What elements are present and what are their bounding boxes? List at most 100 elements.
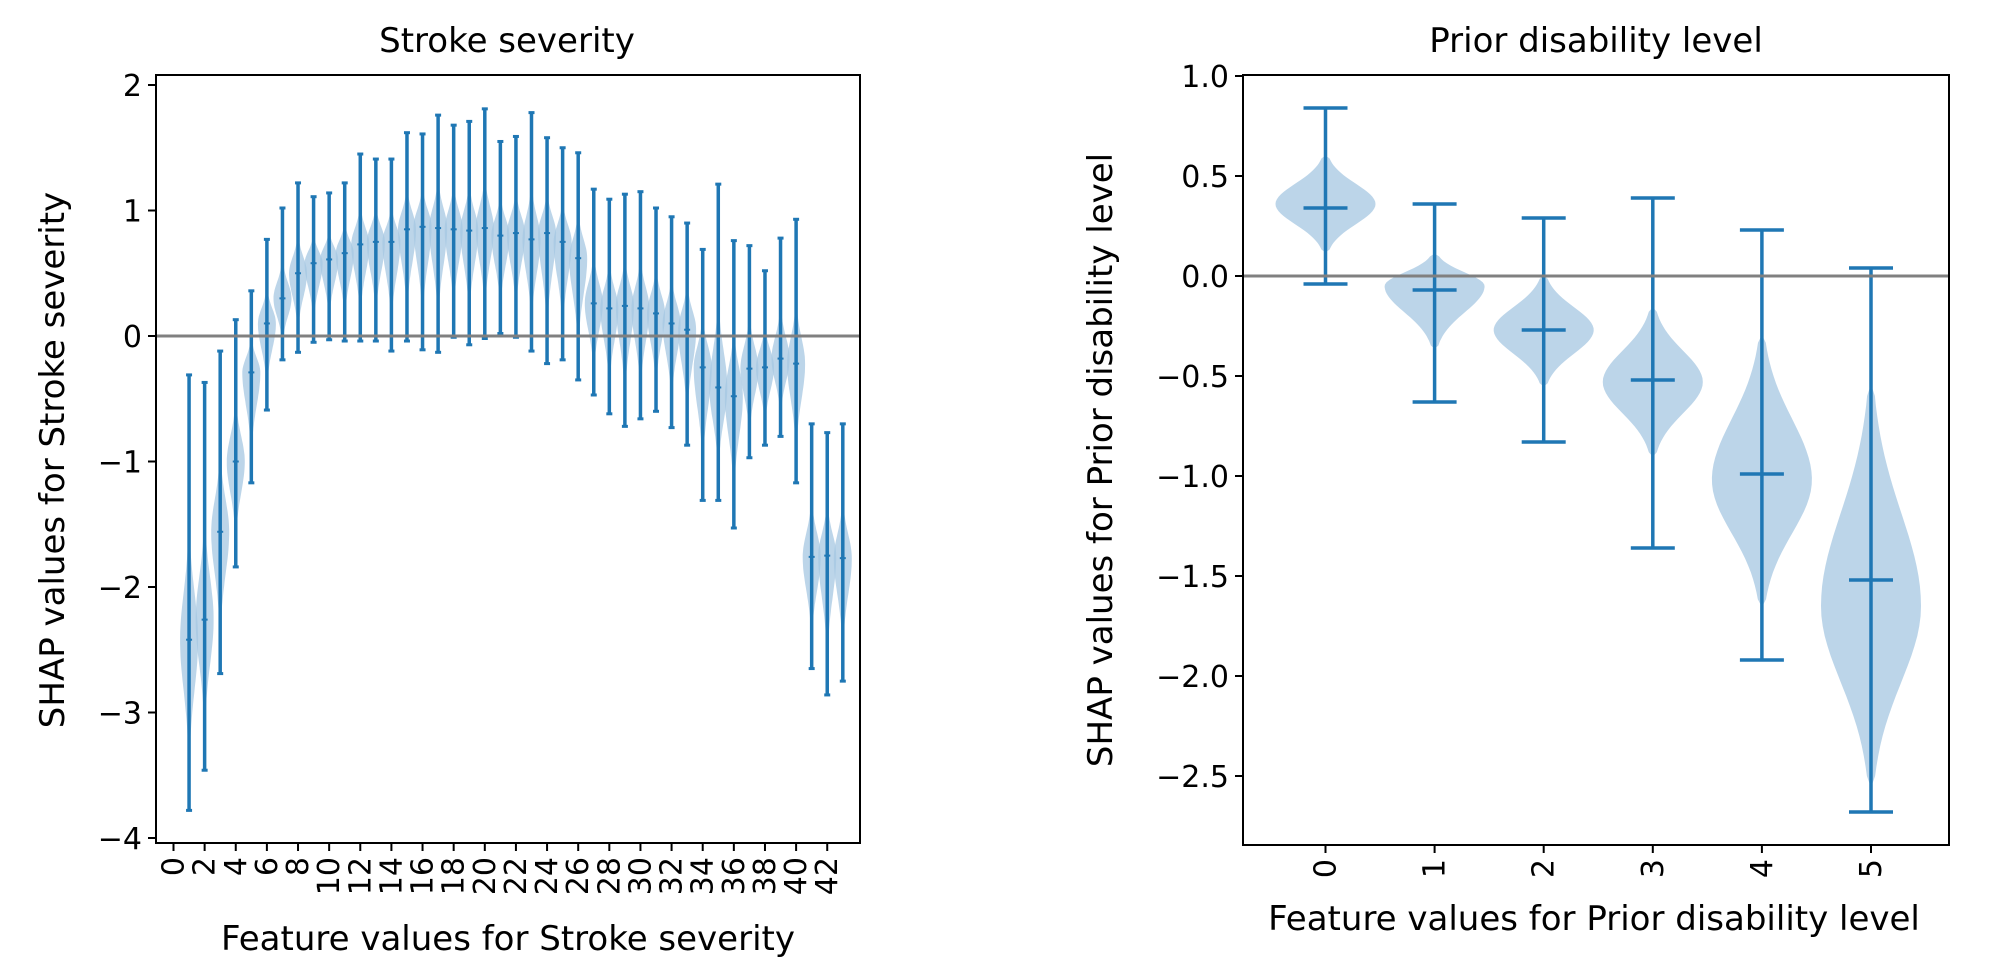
- left-y-tick-label: −3: [98, 697, 142, 732]
- left-violin-30: [631, 190, 650, 421]
- right-x-tick-label: 4: [1745, 859, 1780, 878]
- left-violin-19: [460, 119, 479, 347]
- left-x-tick-label: 4: [219, 857, 254, 876]
- right-x-tick-label: 5: [1854, 859, 1889, 878]
- left-violin-43: [833, 422, 852, 683]
- left-x-tick-label: 0: [157, 857, 192, 876]
- left-violin-32: [662, 215, 681, 430]
- right-x-tick-label: 2: [1527, 859, 1562, 878]
- left-violin-18: [444, 123, 463, 339]
- left-y-tick-label: 1: [123, 195, 142, 230]
- left-violin-29: [615, 192, 634, 428]
- left-y-tick-label: 0: [123, 320, 142, 355]
- right-chart-title: Prior disability level: [1429, 21, 1763, 61]
- left-x-tick-label: 34: [686, 857, 721, 895]
- left-violin-12: [351, 152, 370, 343]
- left-x-tick-label: 38: [748, 857, 783, 895]
- right-violins: [1275, 106, 1921, 814]
- left-violin-33: [678, 221, 697, 447]
- right-violin-0: [1275, 106, 1376, 286]
- left-violin-1: [180, 373, 199, 812]
- left-x-tick-label: 16: [406, 857, 441, 895]
- left-violin-16: [413, 132, 432, 352]
- left-violin-25: [553, 146, 572, 362]
- left-violin-8: [289, 181, 307, 354]
- right-y-tick-label: −1.5: [1156, 560, 1229, 595]
- right-y-tick-label: −2.5: [1156, 760, 1229, 795]
- left-violin-13: [366, 157, 385, 343]
- left-violin-31: [647, 206, 665, 413]
- left-x-tick-label: 22: [499, 857, 534, 895]
- left-x-tick-label: 32: [655, 857, 690, 895]
- prior-disability-chart: Prior disability level 1.0 0.5 0.0 −0.5 −1.0…: [1081, 21, 1950, 939]
- left-x-tick-label: 6: [250, 857, 285, 876]
- right-y-tick-label: −2.0: [1156, 660, 1229, 695]
- left-x-tick-label: 8: [281, 857, 316, 876]
- left-y-tick-label: −1: [98, 446, 142, 481]
- left-x-tick-label: 42: [810, 857, 845, 895]
- left-chart-title: Stroke severity: [379, 21, 635, 61]
- left-x-tick-label: 36: [717, 857, 752, 895]
- left-y-axis-label: SHAP values for Stroke severity: [33, 192, 73, 728]
- right-y-tick-label: 1.0: [1181, 60, 1229, 95]
- left-violin-41: [802, 422, 821, 671]
- left-violin-28: [600, 197, 619, 416]
- left-violin-35: [709, 182, 728, 502]
- left-violin-9: [304, 195, 323, 344]
- right-violin-3: [1602, 196, 1703, 550]
- right-violin-5: [1821, 266, 1921, 814]
- left-x-tick-label: 26: [561, 857, 596, 895]
- left-violin-37: [740, 244, 759, 460]
- left-violin-4: [226, 318, 245, 569]
- right-x-axis: 0 1 2 3 4 5: [1309, 845, 1889, 878]
- left-x-tick-label: 24: [530, 857, 565, 895]
- left-violin-27: [584, 187, 603, 397]
- right-violin-1: [1384, 202, 1485, 404]
- right-plot-frame: [1242, 74, 1950, 846]
- right-x-tick-label: 1: [1418, 859, 1453, 878]
- left-x-tick-label: 2: [188, 857, 223, 876]
- right-y-tick-label: −0.5: [1156, 360, 1229, 395]
- left-violin-5: [242, 289, 261, 485]
- left-x-tick-label: 18: [437, 857, 472, 895]
- left-violin-24: [538, 136, 557, 366]
- left-violin-38: [756, 269, 774, 447]
- right-violin-4: [1711, 228, 1812, 662]
- left-x-tick-label: 40: [779, 857, 814, 895]
- left-y-tick-label: −2: [98, 571, 142, 606]
- left-y-tick-label: −4: [98, 822, 142, 857]
- right-y-axis-label: SHAP values for Prior disability level: [1081, 153, 1121, 767]
- left-violin-10: [320, 191, 339, 342]
- right-y-axis: 1.0 0.5 0.0 −0.5 −1.0 −1.5 −2.0 −2.5: [1156, 60, 1243, 795]
- left-violin-11: [335, 181, 354, 343]
- left-x-tick-label: 20: [468, 857, 503, 895]
- right-y-tick-label: 0.0: [1181, 260, 1229, 295]
- left-violin-15: [398, 131, 416, 343]
- left-y-axis: −4 −3 −2 −1 0 1 2: [98, 69, 156, 857]
- left-x-tick-label: 10: [312, 857, 347, 895]
- left-violin-6: [257, 237, 276, 412]
- left-violin-26: [569, 151, 588, 382]
- left-x-axis-label: Feature values for Stroke severity: [221, 919, 795, 959]
- right-x-tick-label: 0: [1309, 859, 1344, 878]
- right-x-tick-label: 3: [1636, 859, 1671, 878]
- right-y-tick-label: 0.5: [1181, 160, 1229, 195]
- left-x-tick-label: 12: [343, 857, 378, 895]
- left-x-tick-label: 30: [623, 857, 658, 895]
- left-violin-42: [818, 431, 837, 697]
- left-violin-2: [195, 380, 214, 772]
- left-violin-14: [382, 157, 401, 353]
- left-violin-20: [475, 107, 494, 341]
- left-x-tick-label: 28: [592, 857, 627, 895]
- left-x-tick-label: 14: [374, 857, 409, 895]
- left-violin-36: [724, 239, 743, 530]
- left-violin-22: [506, 134, 525, 339]
- right-violin-2: [1493, 216, 1594, 444]
- left-plot-frame: [155, 74, 861, 844]
- left-violin-40: [787, 217, 806, 485]
- left-violin-17: [429, 113, 448, 354]
- left-violin-3: [211, 349, 230, 676]
